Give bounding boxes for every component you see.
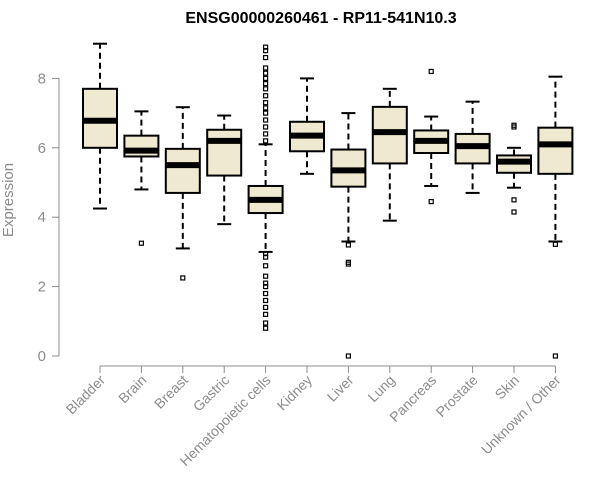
box-group	[454, 100, 491, 194]
outlier-point	[345, 259, 351, 265]
box-group	[413, 68, 450, 205]
outlier-point	[263, 110, 269, 116]
outlier-point	[345, 242, 351, 248]
outlier-point	[263, 311, 269, 317]
x-tick-label: Lung	[365, 372, 398, 405]
plot-area	[82, 42, 574, 359]
outlier-point	[511, 209, 517, 215]
box-group	[496, 122, 532, 215]
outlier-point	[511, 122, 517, 128]
outlier-point	[263, 138, 269, 144]
outlier-point	[552, 353, 559, 359]
y-tick-label: 8	[38, 70, 46, 87]
box	[206, 128, 243, 177]
outlier-point	[263, 81, 269, 87]
box-group	[164, 106, 201, 281]
y-tick-label: 2	[38, 279, 46, 296]
outlier-point	[552, 241, 559, 247]
x-tick-label: Prostate	[433, 372, 481, 420]
box-group	[330, 112, 367, 359]
outlier-point	[138, 240, 144, 246]
chart-title: ENSG00000260461 - RP11-541N10.3	[185, 10, 456, 27]
outlier-point	[263, 86, 269, 92]
x-tick-label: Brain	[115, 372, 149, 406]
y-axis: 0 2 4 6 8	[38, 70, 60, 365]
x-tick-label: Skin	[492, 372, 523, 403]
outlier-point	[263, 320, 269, 326]
outlier-point	[263, 325, 269, 331]
y-tick-label: 0	[38, 348, 46, 365]
box-group	[82, 42, 118, 210]
outlier-point	[263, 251, 269, 257]
outlier-point	[428, 68, 434, 75]
box-group	[537, 75, 574, 359]
box-group	[247, 44, 284, 331]
box-group	[371, 87, 408, 222]
outlier-point	[263, 263, 269, 269]
y-tick-label: 4	[38, 209, 46, 226]
x-tick-label: Unknown / Other	[478, 372, 564, 458]
outlier-point	[428, 198, 434, 205]
outlier-point	[263, 280, 269, 286]
outlier-point	[263, 124, 269, 130]
outlier-point	[263, 70, 269, 76]
outlier-point	[263, 44, 269, 50]
x-tick-label: Bladder	[63, 372, 109, 418]
box	[164, 147, 201, 194]
outlier-point	[263, 131, 269, 137]
outlier-point	[263, 54, 269, 61]
outlier-point	[263, 105, 269, 111]
outlier-point	[263, 65, 269, 71]
outlier-point	[263, 117, 269, 123]
y-axis-label: Expression	[0, 163, 17, 237]
outlier-point	[511, 197, 517, 203]
outlier-point	[263, 297, 269, 304]
box-group	[206, 114, 243, 226]
outlier-point	[345, 353, 351, 359]
x-tick-label: Liver	[324, 372, 357, 405]
box	[537, 126, 574, 175]
outlier-point	[263, 93, 269, 99]
y-tick-label: 6	[38, 140, 46, 157]
outlier-point	[263, 75, 269, 82]
box-group	[123, 110, 160, 246]
outlier-point	[180, 275, 186, 281]
x-tick-label: Kidney	[274, 372, 316, 414]
outlier-point	[263, 273, 269, 279]
outlier-point	[263, 290, 269, 297]
box-group	[289, 77, 325, 175]
x-tick-label: Breast	[151, 372, 191, 412]
outlier-point	[263, 100, 269, 106]
outlier-point	[263, 304, 269, 311]
